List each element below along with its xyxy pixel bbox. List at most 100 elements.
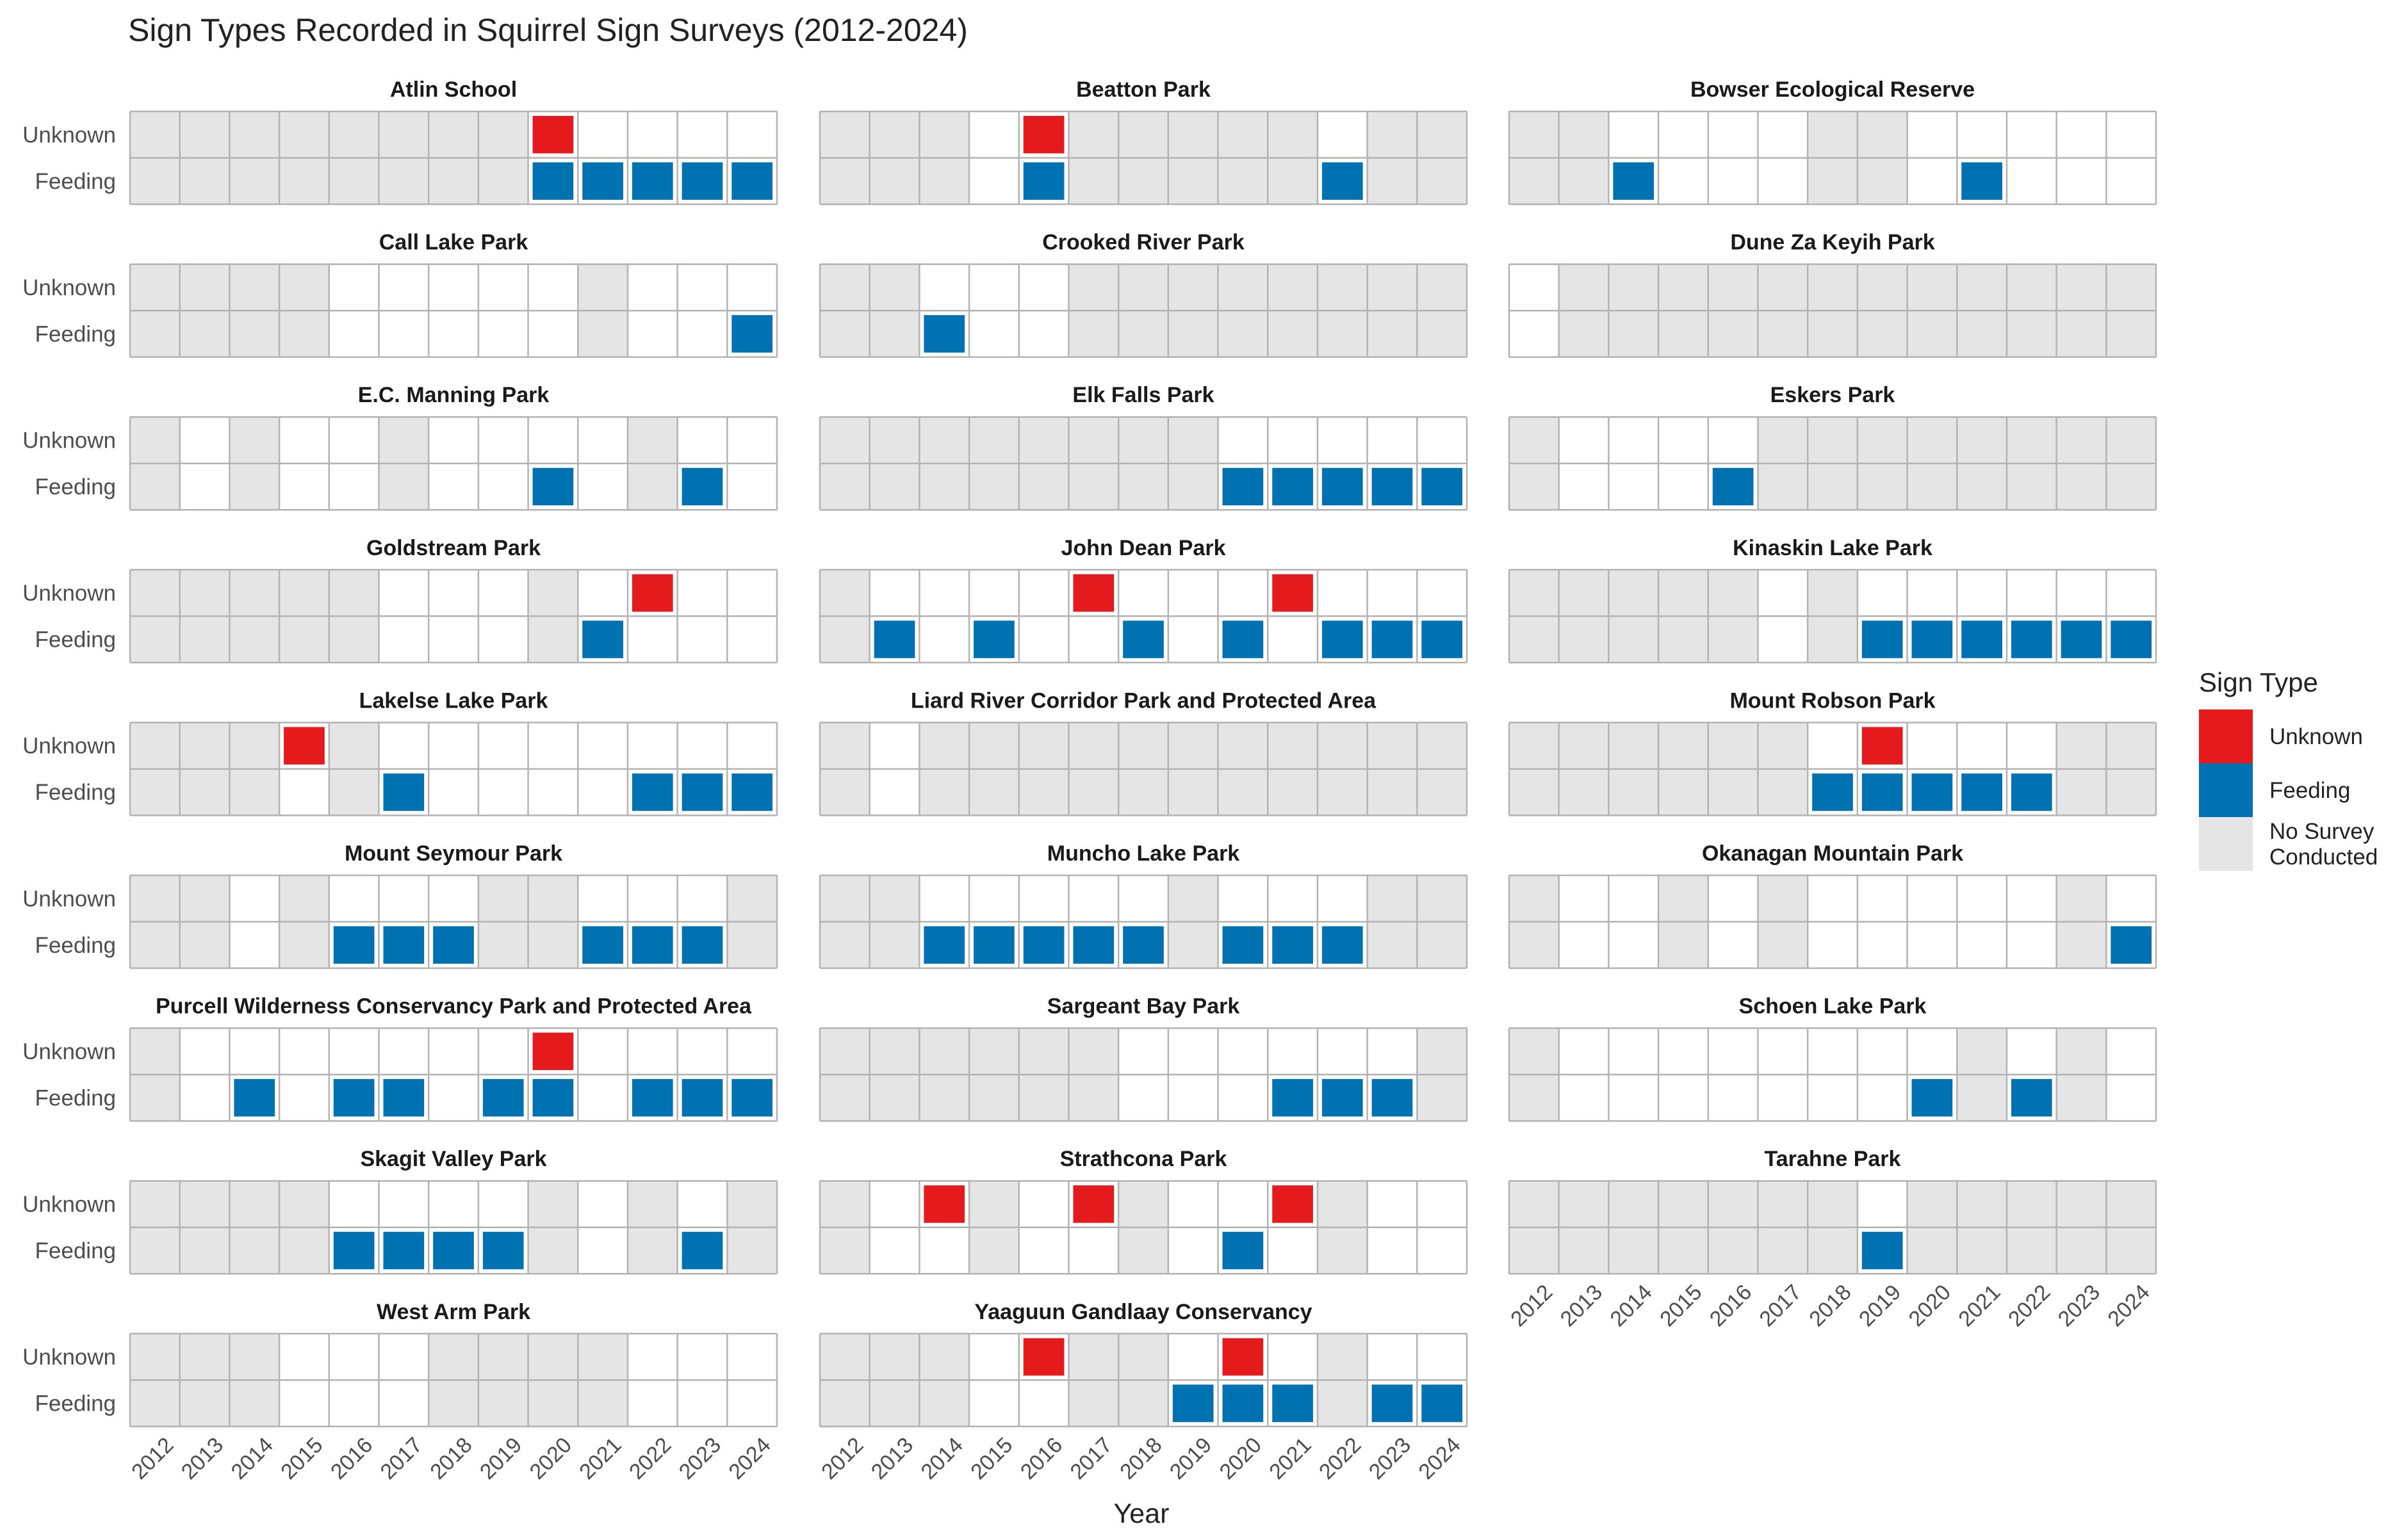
no-survey-tile	[229, 158, 280, 204]
no-survey-tile	[820, 569, 870, 617]
panel-eskers-park: Eskers Park	[1508, 383, 2157, 511]
no-survey-tile	[2106, 311, 2156, 357]
feeding-tile-2024	[2111, 926, 2152, 964]
no-survey-tile	[1808, 1227, 1858, 1274]
panel-title: Yaaguun Gandlaay Conservancy	[974, 1300, 1312, 1324]
no-survey-tile	[2106, 768, 2156, 816]
no-survey-tile	[179, 158, 230, 204]
no-survey-tile	[1118, 417, 1168, 464]
no-survey-tile	[179, 1333, 230, 1381]
no-survey-tile	[627, 417, 678, 464]
x-axis-title: Year	[1114, 1498, 1170, 1529]
no-survey-tile	[1608, 264, 1659, 311]
feeding-tile-2023	[1371, 620, 1413, 658]
no-survey-tile	[1608, 1227, 1659, 1274]
feeding-tile-2022	[1321, 467, 1363, 506]
no-survey-tile	[130, 311, 180, 357]
feeding-tile-2021	[582, 162, 623, 200]
no-survey-tile	[1268, 768, 1318, 816]
panel-title: Atlin School	[390, 77, 517, 102]
no-survey-tile	[578, 311, 628, 357]
panel-liard-river-corridor-park-and-protected-area: Liard River Corridor Park and Protected …	[819, 688, 1468, 816]
no-survey-tile	[1708, 569, 1758, 617]
no-survey-tile	[1168, 921, 1218, 968]
no-survey-tile	[1558, 1181, 1609, 1228]
feeding-tile-2022	[632, 926, 673, 964]
unknown-tile-2016	[1023, 116, 1065, 154]
no-survey-tile	[1509, 569, 1559, 617]
panel-title: Goldstream Park	[366, 536, 541, 560]
no-survey-tile	[1118, 158, 1168, 204]
no-survey-tile	[2056, 311, 2107, 357]
no-survey-tile	[179, 311, 230, 357]
no-survey-tile	[1417, 722, 1467, 769]
no-survey-tile	[1907, 1227, 1957, 1274]
no-survey-tile	[478, 111, 528, 158]
no-survey-tile	[820, 921, 870, 968]
no-survey-tile	[578, 264, 628, 311]
y-tick-label: Unknown	[22, 581, 116, 606]
feeding-tile-2018	[433, 926, 474, 964]
no-survey-tile	[1658, 616, 1708, 663]
no-survey-tile	[1417, 1028, 1467, 1075]
feeding-tile-2024	[2111, 620, 2152, 658]
no-survey-tile	[1558, 311, 1609, 357]
no-survey-tile	[2006, 417, 2057, 464]
feeding-tile-2024	[1421, 1384, 1462, 1422]
no-survey-tile	[1317, 722, 1368, 769]
feeding-tile-2016	[1023, 926, 1065, 964]
no-survey-tile	[1168, 875, 1218, 922]
no-survey-tile	[820, 417, 870, 464]
panel-title: Mount Seymour Park	[345, 841, 562, 866]
x-tick-label: 2019	[1165, 1433, 1216, 1484]
no-survey-tile	[229, 417, 280, 464]
no-survey-tile	[2056, 1028, 2107, 1075]
no-survey-tile	[279, 111, 329, 158]
no-survey-tile	[820, 1333, 870, 1381]
no-survey-tile	[820, 1074, 870, 1121]
panel-lakelse-lake-park: Lakelse Lake Park Unknown Feeding	[22, 688, 778, 816]
no-survey-tile	[130, 875, 180, 922]
x-tick-label: 2018	[1804, 1280, 1856, 1331]
feeding-tile-2014	[924, 926, 965, 964]
no-survey-tile	[2006, 264, 2057, 311]
no-survey-tile	[820, 463, 870, 510]
x-tick-label: 2020	[1904, 1280, 1956, 1331]
y-tick-label: Feeding	[35, 1391, 116, 1416]
no-survey-tile	[1509, 722, 1559, 769]
no-survey-tile	[1068, 158, 1119, 204]
no-survey-tile	[1957, 1181, 2007, 1228]
no-survey-tile	[820, 768, 870, 816]
panel-e-c-manning-park: E.C. Manning Park Unknown Feeding	[22, 383, 778, 511]
no-survey-tile	[869, 264, 920, 311]
no-survey-tile	[1558, 722, 1609, 769]
no-survey-tile	[1907, 311, 1957, 357]
no-survey-tile	[578, 1380, 628, 1427]
panel-west-arm-park: West Arm ParkUnknownFeeding2012201320142…	[22, 1300, 778, 1484]
no-survey-tile	[179, 1380, 230, 1427]
feeding-tile-2022	[2011, 773, 2052, 811]
feeding-tile-2022	[632, 773, 673, 811]
no-survey-tile	[1118, 1181, 1168, 1228]
unknown-tile-2017	[1073, 1185, 1115, 1223]
no-survey-tile	[229, 1181, 280, 1228]
no-survey-tile	[130, 722, 180, 769]
no-survey-tile	[1957, 1227, 2007, 1274]
no-survey-tile	[478, 921, 528, 968]
no-survey-tile	[279, 921, 329, 968]
no-survey-tile	[1558, 158, 1609, 204]
no-survey-tile	[329, 569, 379, 617]
unknown-tile-2014	[924, 1185, 965, 1223]
feeding-tile-2017	[383, 773, 425, 811]
no-survey-tile	[869, 1074, 920, 1121]
no-survey-tile	[279, 569, 329, 617]
feeding-tile-2014	[924, 315, 965, 353]
no-survey-tile	[279, 875, 329, 922]
no-survey-tile	[379, 417, 429, 464]
panel-title: Elk Falls Park	[1072, 383, 1214, 407]
no-survey-tile	[379, 111, 429, 158]
no-survey-tile	[1808, 264, 1858, 311]
no-survey-tile	[1417, 311, 1467, 357]
panel-mount-robson-park: Mount Robson Park	[1508, 688, 2157, 816]
panel-elk-falls-park: Elk Falls Park	[819, 383, 1468, 511]
